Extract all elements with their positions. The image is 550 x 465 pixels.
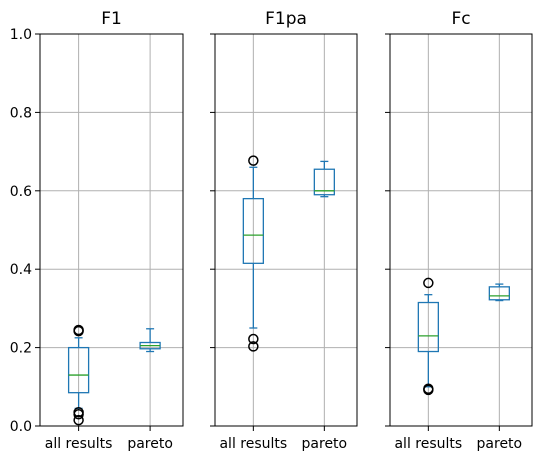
y-tick-label: 0.8 <box>10 105 32 121</box>
box <box>313 168 335 196</box>
box <box>488 286 510 301</box>
x-tick-label: pareto <box>302 436 348 452</box>
outlier-point <box>423 277 434 289</box>
outlier-point <box>73 408 84 420</box>
y-tick-label: 1.0 <box>10 27 32 43</box>
panel-title: F1pa <box>265 9 307 29</box>
panel-title: Fc <box>451 9 470 29</box>
x-tick-label: pareto <box>477 436 523 452</box>
x-tick-label: pareto <box>127 436 173 452</box>
y-tick-label: 0.0 <box>10 419 32 435</box>
y-tick-label: 0.2 <box>10 341 32 357</box>
y-tick-label: 0.4 <box>10 262 32 278</box>
x-tick-label: all results <box>394 436 462 452</box>
axes-frame <box>214 33 358 427</box>
outlier-point <box>248 333 259 345</box>
axes-frame <box>389 33 533 427</box>
outlier-point <box>73 414 84 426</box>
box <box>67 346 90 394</box>
outlier-point <box>248 155 259 166</box>
x-tick-label: all results <box>219 436 287 452</box>
outlier-point <box>248 341 259 352</box>
outlier-point <box>73 325 84 337</box>
outlier-point <box>423 384 434 396</box>
x-tick-label: all results <box>45 436 113 452</box>
box <box>242 197 264 264</box>
box <box>417 301 439 353</box>
y-tick-label: 0.6 <box>10 184 32 200</box>
panel-title: F1 <box>101 9 122 29</box>
axes-frame <box>39 33 184 427</box>
